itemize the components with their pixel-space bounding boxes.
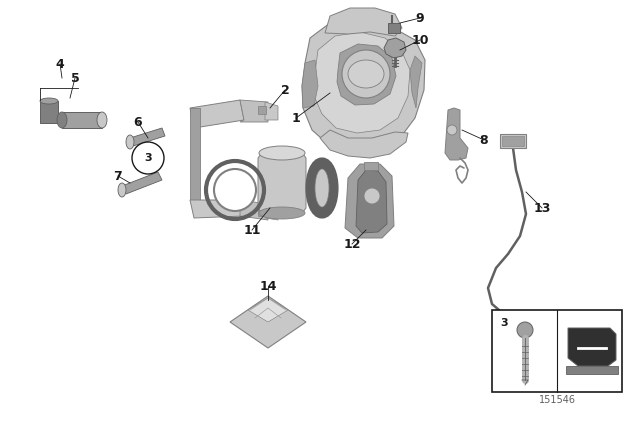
- Polygon shape: [337, 44, 396, 105]
- Text: 6: 6: [134, 116, 142, 129]
- Ellipse shape: [118, 183, 126, 197]
- Bar: [258, 106, 266, 114]
- Circle shape: [447, 125, 457, 135]
- Ellipse shape: [214, 169, 256, 211]
- Text: 3: 3: [500, 318, 508, 328]
- Polygon shape: [248, 298, 288, 322]
- Bar: [500, 134, 526, 148]
- Circle shape: [364, 188, 380, 204]
- Polygon shape: [240, 100, 268, 122]
- Polygon shape: [356, 170, 387, 233]
- Ellipse shape: [40, 98, 58, 104]
- Bar: [364, 162, 378, 170]
- Polygon shape: [190, 200, 244, 218]
- Text: 1: 1: [292, 112, 300, 125]
- Polygon shape: [410, 56, 422, 108]
- Ellipse shape: [348, 60, 384, 88]
- Ellipse shape: [57, 112, 67, 128]
- Text: 2: 2: [280, 83, 289, 96]
- Text: 10: 10: [412, 34, 429, 47]
- Polygon shape: [445, 108, 468, 160]
- Bar: [524, 326, 544, 340]
- Text: 3: 3: [144, 153, 152, 163]
- Text: 4: 4: [56, 57, 65, 70]
- Polygon shape: [190, 100, 244, 128]
- Polygon shape: [302, 60, 318, 108]
- Ellipse shape: [315, 169, 329, 207]
- Bar: [40, 101, 58, 123]
- Polygon shape: [122, 172, 162, 194]
- Polygon shape: [568, 328, 616, 366]
- Polygon shape: [325, 8, 402, 36]
- Text: 12: 12: [343, 237, 361, 250]
- Text: 11: 11: [243, 224, 260, 237]
- Polygon shape: [265, 102, 278, 120]
- Bar: [62, 112, 102, 128]
- Circle shape: [517, 322, 533, 338]
- Ellipse shape: [126, 135, 134, 149]
- Text: 14: 14: [259, 280, 276, 293]
- Polygon shape: [240, 200, 268, 220]
- Text: 8: 8: [480, 134, 488, 146]
- Polygon shape: [130, 128, 165, 146]
- Bar: [502, 136, 524, 146]
- Bar: [258, 208, 266, 216]
- Ellipse shape: [259, 207, 305, 219]
- Polygon shape: [265, 206, 278, 220]
- Polygon shape: [314, 32, 410, 133]
- Ellipse shape: [97, 112, 107, 128]
- Text: 7: 7: [114, 169, 122, 182]
- Polygon shape: [384, 38, 406, 58]
- Text: 151546: 151546: [538, 395, 575, 405]
- Polygon shape: [230, 296, 306, 348]
- Circle shape: [132, 142, 164, 174]
- Text: 5: 5: [70, 72, 79, 85]
- Polygon shape: [345, 164, 394, 238]
- Circle shape: [342, 50, 390, 98]
- Polygon shape: [258, 150, 306, 216]
- Polygon shape: [566, 366, 618, 374]
- Text: 9: 9: [416, 12, 424, 25]
- Text: 13: 13: [533, 202, 550, 215]
- Polygon shape: [190, 108, 200, 200]
- Bar: [388, 23, 400, 33]
- Bar: [492, 310, 622, 392]
- Ellipse shape: [259, 146, 305, 160]
- Polygon shape: [320, 130, 408, 158]
- Polygon shape: [302, 20, 425, 153]
